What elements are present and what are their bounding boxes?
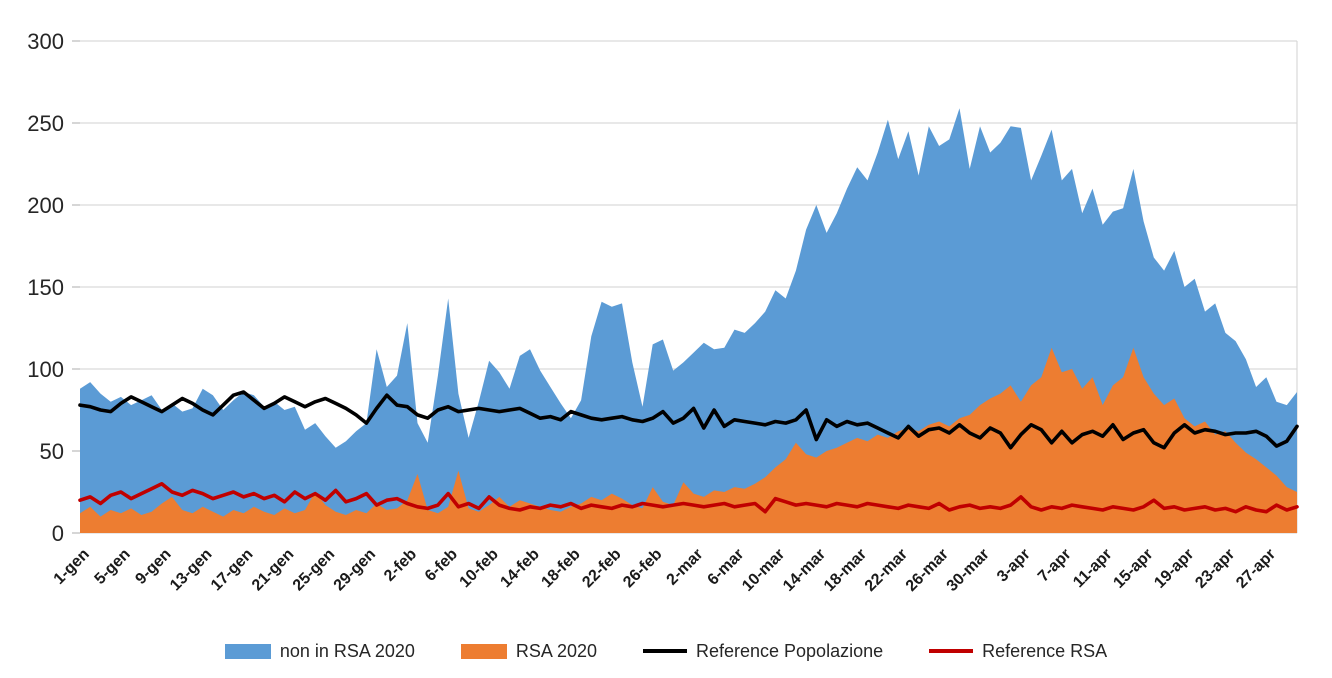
black-line-swatch-icon (642, 649, 687, 653)
y-axis-label: 200 (27, 193, 64, 218)
series-line-reference-popolazione (78, 390, 1299, 450)
y-axis-label: 100 (27, 357, 64, 382)
series-area-rsa-2020 (80, 347, 1297, 533)
x-axis-label: 19-apr (1151, 546, 1197, 592)
blue-area-swatch-icon (224, 643, 271, 659)
orange-area-swatch-icon (460, 643, 507, 659)
y-axis-label: 300 (27, 29, 64, 54)
x-axis-label: 29-gen (331, 546, 379, 594)
legend-label: non in RSA 2020 (279, 640, 415, 661)
x-axis-label: 27-apr (1233, 546, 1279, 592)
legend-item-rsa-2020: RSA 2020 (460, 640, 597, 662)
x-axis-label: 10-mar (739, 546, 788, 595)
x-axis-label: 26-feb (620, 546, 666, 592)
x-axis-label: 2-mar (664, 546, 707, 589)
x-axis-label: 7-apr (1035, 546, 1075, 586)
x-axis-label: 1-gen (51, 546, 93, 588)
x-axis-label: 6-feb (422, 546, 461, 585)
x-axis-label: 13-gen (167, 546, 215, 594)
legend-label: Reference RSA (982, 640, 1108, 661)
chart-legend: non in RSA 2020 RSA 2020 Reference Popol… (0, 634, 1332, 668)
x-axis-label: 3-apr (994, 546, 1034, 586)
x-axis-label: 18-mar (821, 546, 870, 595)
legend-label: Reference Popolazione (695, 640, 884, 661)
x-axis-label: 17-gen (208, 546, 256, 594)
x-axis-label: 30-mar (944, 546, 993, 595)
x-axis-label: 22-feb (579, 546, 625, 592)
x-axis-label: 14-mar (780, 546, 829, 595)
legend-item-reference-popolazione: Reference Popolazione (642, 640, 884, 662)
x-axis-label: 5-gen (92, 546, 134, 588)
x-axis-label: 10-feb (457, 546, 503, 592)
area-line-chart: 0501001502002503001-gen5-gen9-gen13-gen1… (27, 29, 1299, 595)
legend-label: RSA 2020 (515, 640, 597, 661)
x-axis-label: 25-gen (290, 546, 338, 594)
red-line-swatch-icon (929, 649, 974, 653)
y-axis-label: 0 (52, 521, 64, 546)
x-axis-label: 11-apr (1070, 546, 1115, 591)
x-axis-label: 14-feb (497, 546, 543, 592)
x-axis-label: 18-feb (538, 546, 584, 592)
x-axis-label: 15-apr (1110, 546, 1156, 592)
y-axis-label: 250 (27, 111, 64, 136)
x-axis-label: 2-feb (381, 546, 420, 585)
legend-item-non-in-rsa-2020: non in RSA 2020 (224, 640, 415, 662)
legend-item-reference-rsa: Reference RSA (929, 641, 1107, 662)
x-axis-label: 26-mar (903, 546, 952, 595)
x-axis-label: 22-mar (862, 546, 911, 595)
x-axis-label: 23-apr (1192, 546, 1238, 592)
x-axis-label: 21-gen (249, 546, 297, 594)
y-axis-label: 150 (27, 275, 64, 300)
series-line-reference-rsa (78, 481, 1299, 514)
y-axis-label: 50 (40, 439, 64, 464)
